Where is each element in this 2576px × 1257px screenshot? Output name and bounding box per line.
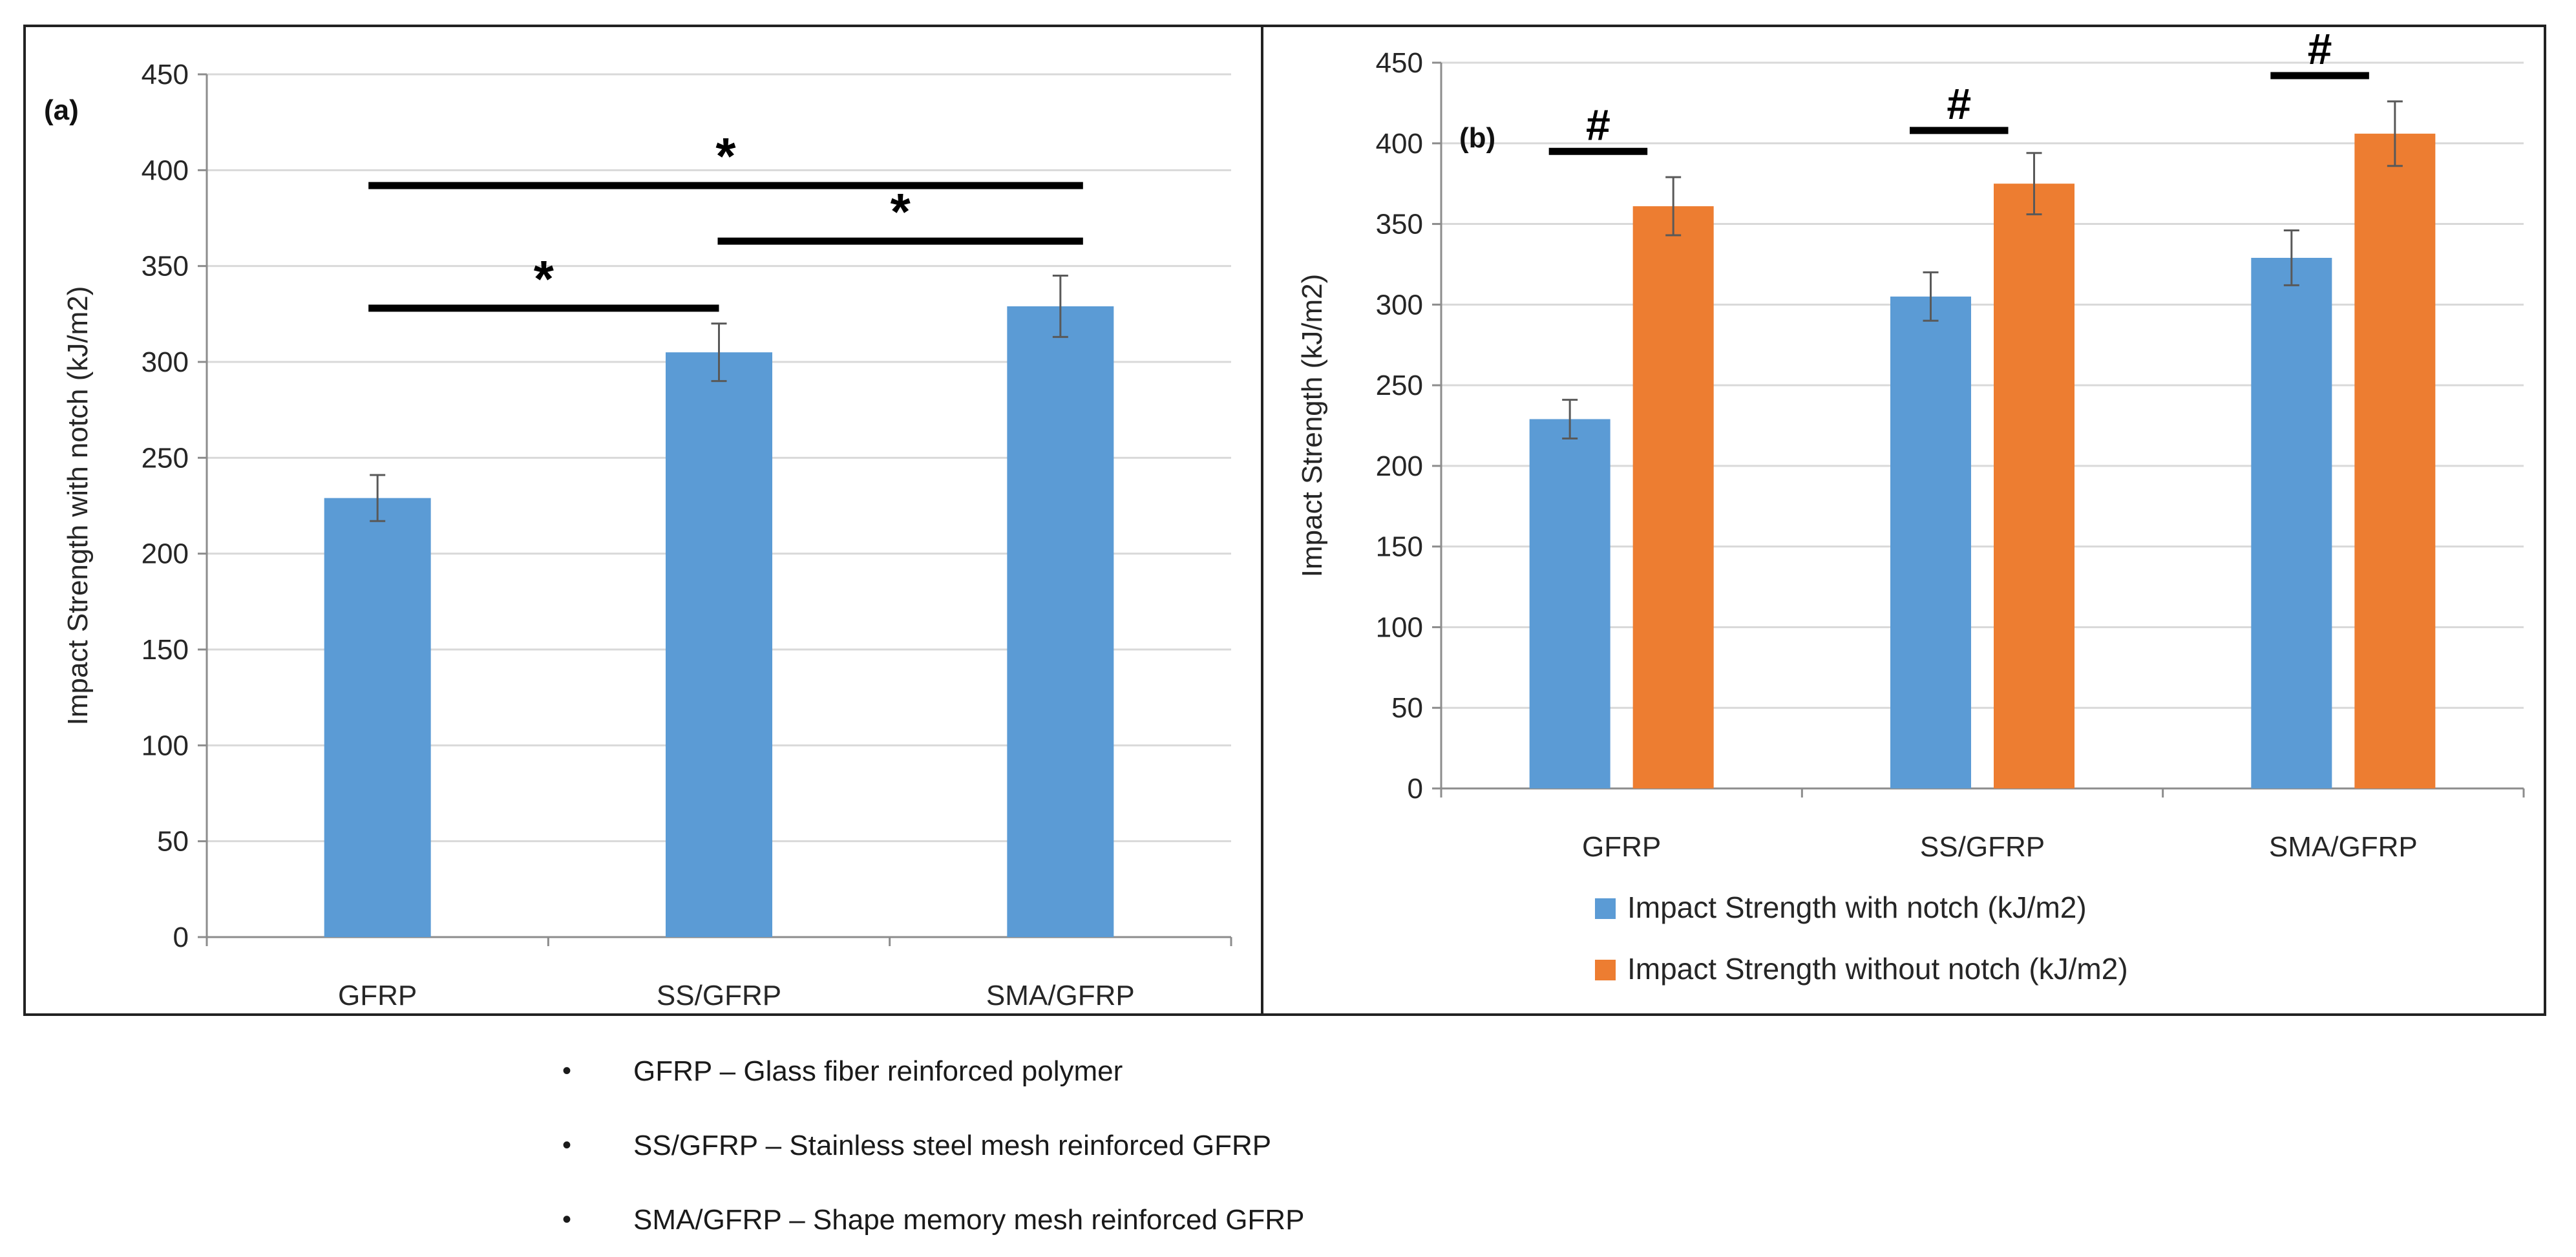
y-tick-label: 0 — [1408, 773, 1423, 805]
panel-label: (b) — [1459, 122, 1495, 154]
significance-symbol: # — [1947, 79, 1971, 129]
significance-symbol: * — [534, 250, 554, 308]
bar — [324, 498, 431, 937]
y-tick-label: 100 — [1376, 611, 1423, 643]
x-tick-label: SS/GFRP — [657, 980, 781, 1011]
y-tick-label: 200 — [142, 538, 189, 570]
y-tick-label: 300 — [1376, 289, 1423, 321]
chart-b: 0 50 100 150 200 250 300 350 400 450 GFRP SS/GFRP SM… — [1296, 25, 2525, 986]
y-axis-label: Impact Strength with notch (kJ/m2) — [62, 286, 94, 726]
y-tick-label: 150 — [1376, 531, 1423, 563]
bar — [1632, 206, 1714, 788]
footnote-text: SMA/GFRP – Shape memory mesh reinforced … — [633, 1203, 1305, 1236]
y-tick-label: 150 — [142, 634, 189, 666]
y-tick-label: 300 — [142, 346, 189, 378]
y-tick-label: 450 — [142, 59, 189, 90]
bar — [1890, 296, 1971, 788]
y-tick-label: 100 — [142, 730, 189, 761]
x-tick-label: SMA/GFRP — [2269, 831, 2418, 863]
y-tick-label: 350 — [1376, 209, 1423, 240]
y-tick-label: 250 — [1376, 370, 1423, 401]
y-tick-label: 50 — [1391, 692, 1423, 724]
x-tick-label: GFRP — [338, 980, 417, 1011]
x-tick-label: GFRP — [1582, 831, 1661, 863]
y-tick-label: 400 — [142, 154, 189, 186]
y-tick-label: 200 — [1376, 450, 1423, 482]
legend-swatch — [1595, 960, 1616, 980]
significance-symbol: # — [1586, 100, 1610, 149]
legend-label: Impact Strength without notch (kJ/m2) — [1627, 952, 2128, 986]
legend-label: Impact Strength with notch (kJ/m2) — [1627, 891, 2087, 924]
significance-symbol: * — [891, 183, 911, 240]
bar — [1994, 184, 2075, 789]
footnote-ss-gfrp: • SS/GFRP – Stainless steel mesh reinfor… — [562, 1108, 1855, 1183]
y-tick-label: 50 — [157, 826, 189, 858]
y-tick-label: 450 — [1376, 47, 1423, 79]
y-tick-label: 250 — [142, 442, 189, 474]
footnote-text: GFRP – Glass fiber reinforced polymer — [633, 1055, 1123, 1087]
footnotes: • GFRP – Glass fiber reinforced polymer … — [562, 1034, 1855, 1257]
bullet: • — [562, 1057, 572, 1085]
footnote-gfrp: • GFRP – Glass fiber reinforced polymer — [562, 1034, 1855, 1108]
footnote-text: SS/GFRP – Stainless steel mesh reinforce… — [633, 1129, 1272, 1161]
y-tick-label: 400 — [1376, 128, 1423, 160]
y-axis-label: Impact Strength (kJ/m2) — [1296, 274, 1328, 577]
panel-b-frame — [1261, 25, 2546, 1016]
y-tick-label: 350 — [142, 251, 189, 282]
x-tick-label: SS/GFRP — [1920, 831, 2045, 863]
bar — [2251, 257, 2332, 788]
legend-swatch — [1595, 898, 1616, 919]
y-tick-label: 0 — [173, 922, 189, 953]
panel-label: (a) — [44, 94, 79, 126]
bar — [1007, 306, 1114, 937]
footnote-sma-gfrp: • SMA/GFRP – Shape memory mesh reinforce… — [562, 1183, 1855, 1257]
significance-symbol: # — [2308, 25, 2332, 74]
bullet: • — [562, 1131, 572, 1159]
significance-symbol: * — [715, 127, 736, 185]
bullet: • — [562, 1205, 572, 1234]
chart-a: 0 50 100 150 200 250 300 350 400 450 GFRP SS/GFRP SM… — [44, 59, 1232, 1011]
bar — [666, 352, 772, 937]
bar — [1529, 419, 1610, 788]
x-tick-label: SMA/GFRP — [986, 980, 1135, 1011]
bar — [2354, 133, 2436, 788]
